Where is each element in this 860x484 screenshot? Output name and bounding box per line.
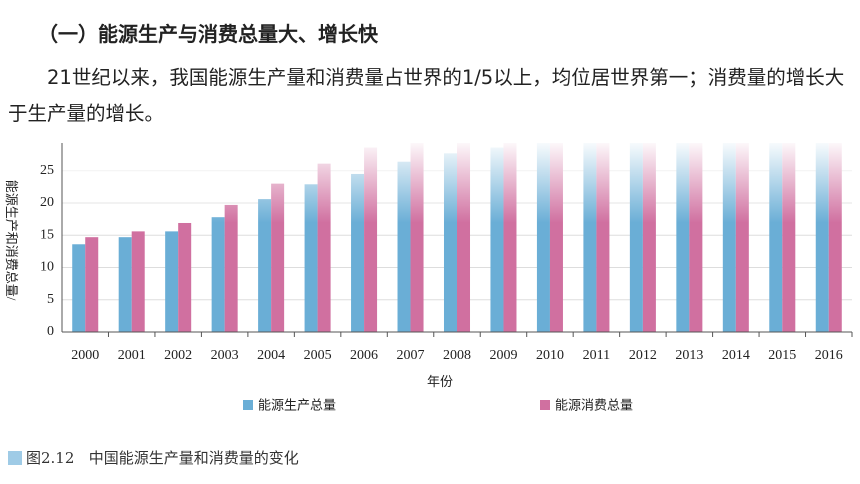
y-tick-label: 15 — [40, 227, 54, 242]
bar — [178, 222, 192, 332]
x-tick-label: 2002 — [164, 348, 192, 363]
bar — [118, 237, 132, 332]
x-tick-label: 2016 — [815, 348, 843, 363]
bar — [131, 231, 145, 332]
x-tick-label: 2007 — [397, 348, 425, 363]
legend-label: 能源消费总量 — [555, 399, 633, 414]
y-tick-label: 0 — [47, 324, 54, 339]
bar — [85, 237, 99, 332]
bar — [211, 217, 225, 332]
bar — [258, 199, 272, 332]
caption-icon — [8, 451, 22, 465]
x-tick-label: 2009 — [489, 348, 517, 363]
bar — [224, 204, 238, 332]
fade — [62, 143, 852, 223]
heading: （一）能源生产与消费总量大、增长快 — [38, 22, 378, 46]
legend-swatch — [243, 400, 253, 410]
bar — [165, 231, 179, 332]
x-tick-label: 2012 — [629, 348, 657, 363]
legend-label: 能源生产总量 — [258, 399, 336, 414]
bar — [72, 244, 86, 332]
y-tick-label: 5 — [47, 292, 54, 307]
paragraph: 21世纪以来，我国能源生产量和消费量占世界的1/5以上，均位居世界第一；消费量的… — [8, 66, 845, 125]
y-tick-label: 10 — [40, 260, 54, 275]
x-tick-label: 2000 — [71, 348, 99, 363]
x-axis-label: 年份 — [427, 374, 453, 389]
legend-swatch — [540, 400, 550, 410]
x-tick-label: 2004 — [257, 348, 285, 363]
x-tick-label: 2008 — [443, 348, 471, 363]
x-tick-label: 2014 — [722, 348, 750, 363]
x-tick-label: 2010 — [536, 348, 564, 363]
x-tick-label: 2005 — [304, 348, 332, 363]
x-tick-label: 2013 — [675, 348, 703, 363]
x-tick-label: 2015 — [768, 348, 796, 363]
x-tick-label: 2006 — [350, 348, 378, 363]
y-tick-label: 20 — [40, 195, 54, 210]
chart: 能源生产和消费总量/ 年份 0 5 10 15 20 25 2000 2001 2002 2003… — [4, 143, 853, 414]
x-tick-label: 2011 — [583, 348, 610, 363]
y-tick-label: 25 — [40, 163, 54, 178]
caption: 图2.12 中国能源生产量和消费量的变化 — [8, 447, 299, 468]
caption-text: 图2.12 中国能源生产量和消费量的变化 — [26, 449, 299, 467]
x-tick-label: 2003 — [211, 348, 239, 363]
y-axis-label: 能源生产和消费总量/ — [4, 180, 19, 301]
x-tick-label: 2001 — [118, 348, 146, 363]
